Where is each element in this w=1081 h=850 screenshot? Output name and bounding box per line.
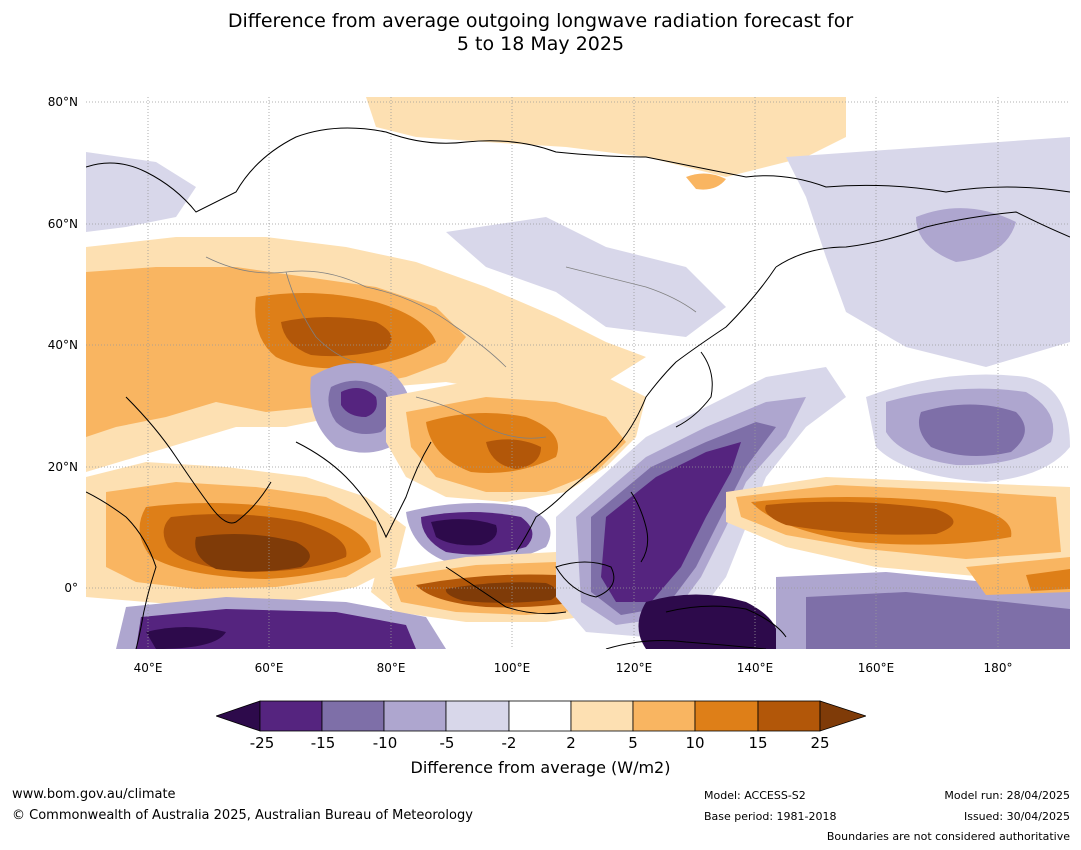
coast-africa — [86, 491, 157, 649]
coast-new-guinea — [665, 605, 787, 638]
colorbar-seg-5 — [508, 700, 572, 732]
map-title: Difference from average outgoing longwav… — [0, 10, 1081, 56]
country-borders — [205, 256, 697, 439]
title-line-1: Difference from average outgoing longwav… — [227, 10, 854, 32]
colorbar-seg-3 — [383, 700, 447, 732]
lat-label-40n: 40°N — [47, 338, 78, 352]
shade-tpac-darker — [765, 501, 954, 535]
lon-label-180: 180° — [983, 661, 1013, 675]
lon-label-100e: 100°E — [493, 661, 531, 675]
shade-central-asia-darker — [281, 317, 392, 357]
colorbar-seg-2 — [321, 700, 385, 732]
lat-label-0: 0° — [64, 581, 78, 595]
shade-ne-lilac-2 — [916, 208, 1016, 262]
coast-europe — [86, 127, 1070, 213]
colorbar-seg-6 — [570, 700, 634, 732]
coast-east-asia — [515, 266, 777, 553]
colorbar-tick: 2 — [566, 734, 576, 752]
colorbar-seg-1 — [259, 700, 323, 732]
coast-borneo — [555, 561, 615, 598]
shade-siberia-orange — [366, 97, 846, 177]
shade-siberia-orange-2 — [686, 173, 726, 190]
anomaly-map — [86, 97, 1070, 649]
boundaries-disclaimer: Boundaries are not considered authoritat… — [826, 830, 1070, 843]
shade-eq-pac-orange-dark — [1026, 569, 1070, 591]
model-run-date: Model run: 28/04/2025 — [944, 789, 1070, 802]
colorbar — [216, 700, 866, 732]
shade-europe-lilac — [86, 152, 196, 232]
colorbar-seg-7 — [632, 700, 696, 732]
lat-label-80n: 80°N — [47, 95, 78, 109]
colorbar-tick: 15 — [748, 734, 768, 752]
shade-sio-deep — [146, 627, 226, 649]
bom-url-link[interactable]: www.bom.gov.au/climate — [12, 787, 176, 802]
shade-npac-deep — [918, 404, 1025, 456]
colorbar-seg-4 — [445, 700, 510, 732]
base-period: Base period: 1981-2018 — [704, 810, 837, 823]
lon-label-140e: 140°E — [736, 661, 774, 675]
issued-date: Issued: 30/04/2025 — [963, 810, 1070, 823]
latitude-gridlines — [86, 101, 1070, 589]
colorbar-tick: -25 — [249, 734, 275, 752]
longitude-gridlines — [147, 97, 999, 649]
colorbar-tick: -2 — [501, 734, 517, 752]
lon-label-60e: 60°E — [254, 661, 284, 675]
coast-kamchatka — [775, 211, 1070, 268]
model-name: Model: ACCESS-S2 — [704, 789, 806, 802]
shade-ne-lilac — [786, 137, 1070, 367]
coast-arabia — [125, 396, 272, 524]
colorbar-tick: 5 — [628, 734, 638, 752]
coast-philippines — [630, 491, 649, 563]
colorbar-tick: 25 — [810, 734, 830, 752]
shade-bengal-deep — [431, 519, 497, 546]
colorbar-seg-below — [216, 700, 261, 732]
shade-sea-darker — [486, 439, 541, 469]
lon-label-80e: 80°E — [376, 661, 406, 675]
shade-arabian-deepest — [195, 533, 310, 572]
lon-label-120e: 120°E — [615, 661, 653, 675]
title-line-2: 5 to 18 May 2025 — [456, 33, 625, 55]
coastlines — [86, 127, 1070, 649]
coast-australia — [605, 640, 767, 649]
coast-india — [295, 441, 432, 539]
shade-tibet-deep — [341, 388, 377, 417]
colorbar-tick: -10 — [372, 734, 398, 752]
shade-wpac-deep — [601, 442, 741, 602]
shade-north-russia-lilac — [446, 217, 726, 337]
colorbar-seg-8 — [694, 700, 759, 732]
colorbar-tick: 10 — [685, 734, 705, 752]
coast-japan — [675, 351, 713, 428]
shade-swpac-purple — [806, 592, 1070, 649]
shade-indonesia-deepest — [445, 582, 558, 603]
coast-sumatra — [445, 566, 567, 615]
colorbar-tick: -15 — [310, 734, 336, 752]
copyright-text: © Commonwealth of Australia 2025, Austra… — [12, 808, 473, 823]
colorbar-seg-9 — [757, 700, 821, 732]
lon-label-160e: 160°E — [857, 661, 895, 675]
lat-label-20n: 20°N — [47, 460, 78, 474]
lat-label-60n: 60°N — [47, 217, 78, 231]
lon-label-40e: 40°E — [133, 661, 163, 675]
map-canvas — [86, 97, 1070, 649]
colorbar-label: Difference from average (W/m2) — [410, 758, 671, 777]
colorbar-seg-above — [819, 700, 866, 732]
colorbar-tick: -5 — [439, 734, 455, 752]
